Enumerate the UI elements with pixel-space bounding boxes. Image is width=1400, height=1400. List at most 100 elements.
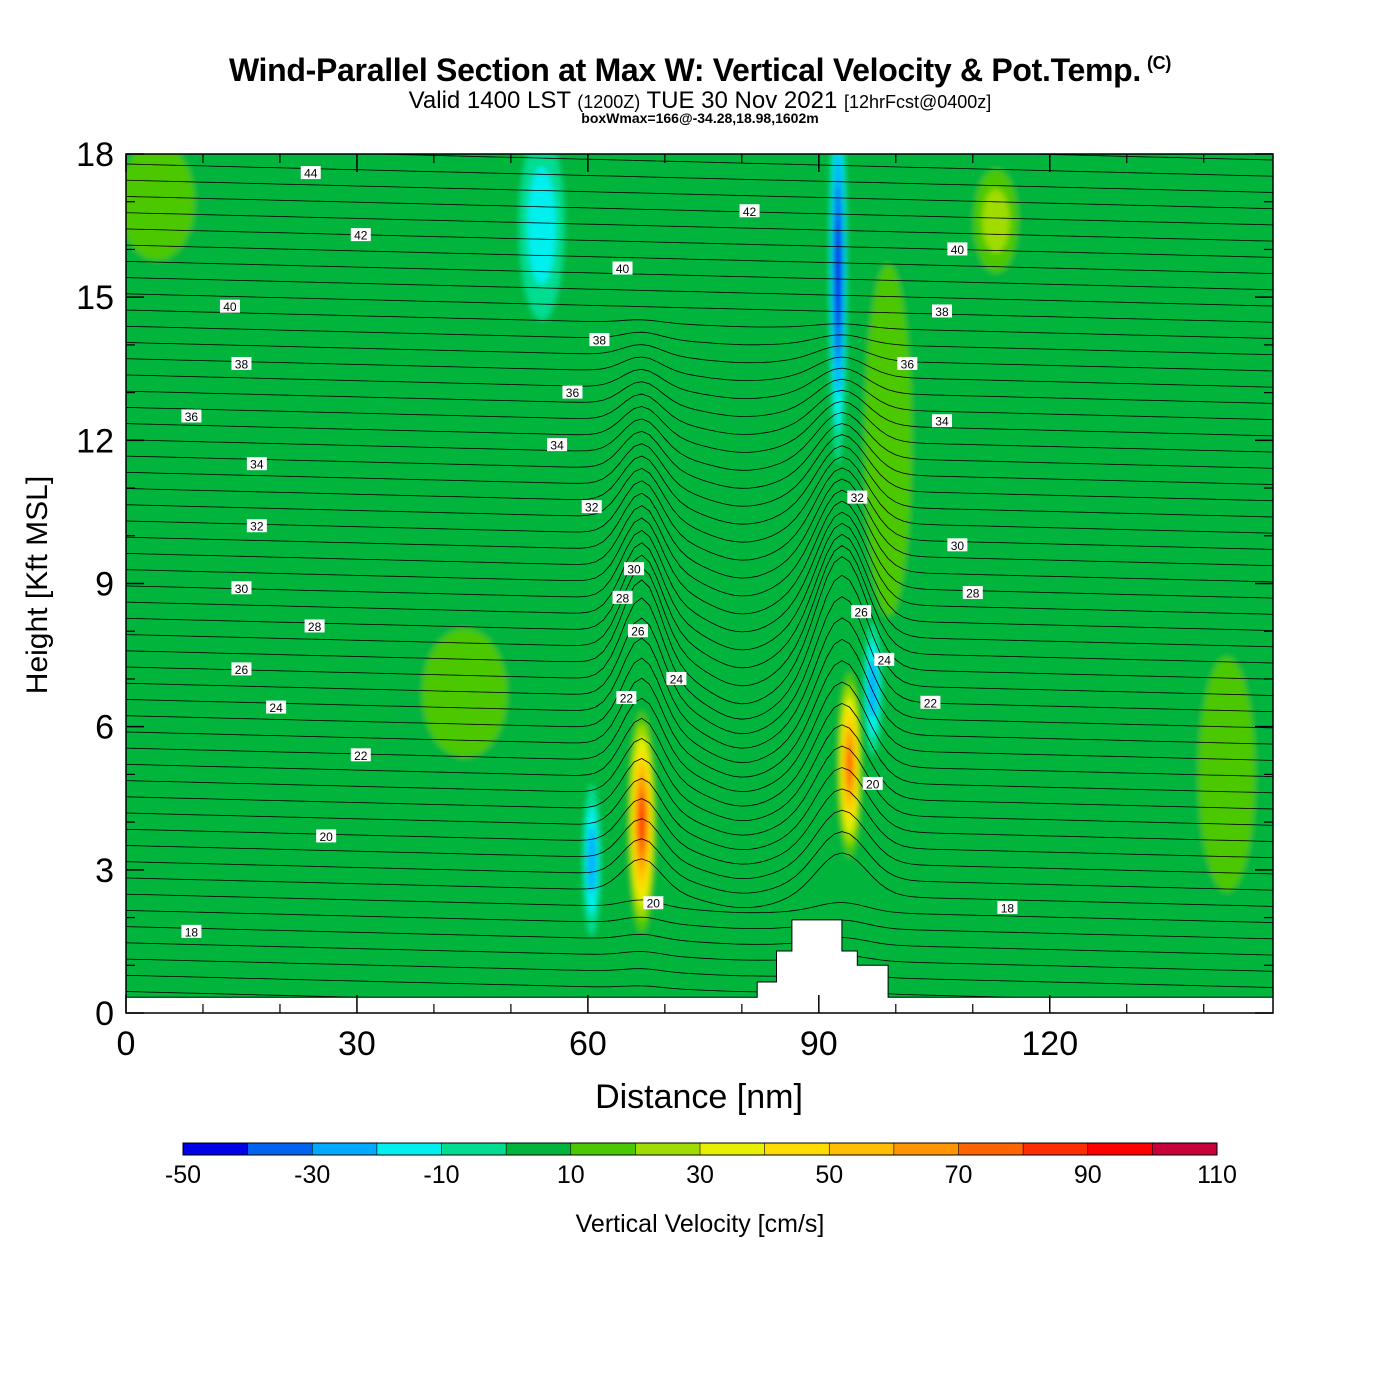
contour-label: 28 xyxy=(304,619,325,634)
feature-updraft-core xyxy=(835,659,864,870)
contour-label: 34 xyxy=(246,457,267,472)
feature-downdraft-column xyxy=(828,154,848,465)
svg-text:38: 38 xyxy=(593,334,607,348)
colorbar-swatch xyxy=(635,1143,701,1155)
isentrope xyxy=(126,660,1273,778)
isentrope xyxy=(126,261,1273,291)
isentrope xyxy=(126,423,1273,489)
colorbar-swatch xyxy=(958,1143,1024,1155)
svg-text:26: 26 xyxy=(235,663,249,677)
feature-updraft-core xyxy=(626,698,658,947)
terrain-outline xyxy=(126,919,1273,1013)
isentrope xyxy=(126,342,1273,372)
contour-label: 28 xyxy=(612,590,633,605)
colorbar-swatch xyxy=(1087,1143,1153,1155)
contour-label: 20 xyxy=(316,829,337,844)
svg-text:26: 26 xyxy=(631,625,645,639)
colorbar-tick-label: -50 xyxy=(165,1161,201,1189)
colorbar-tick-label: 110 xyxy=(1197,1161,1237,1189)
feature-level xyxy=(868,658,877,719)
svg-text:36: 36 xyxy=(901,357,915,371)
colorbar-swatch xyxy=(183,1143,249,1155)
svg-text:30: 30 xyxy=(627,563,641,577)
isentrope xyxy=(126,456,1273,543)
svg-text:20: 20 xyxy=(866,777,880,791)
x-tick-label: 120 xyxy=(1021,1025,1078,1063)
isentrope xyxy=(126,467,1273,561)
contour-label: 44 xyxy=(300,166,321,181)
isentrope xyxy=(126,809,1273,880)
isentrope xyxy=(126,228,1273,258)
isentrope xyxy=(126,325,1273,356)
svg-text:26: 26 xyxy=(854,606,868,620)
isentrope xyxy=(126,596,1273,735)
isentrope xyxy=(126,511,1273,633)
svg-text:44: 44 xyxy=(304,167,318,181)
isentrope xyxy=(126,545,1273,687)
contour-label: 22 xyxy=(616,691,637,706)
box-max-info: boxWmax=166@-34.28,18.98,1602m xyxy=(581,110,819,126)
svg-text:30: 30 xyxy=(951,539,965,553)
svg-text:36: 36 xyxy=(185,410,199,424)
feature-level xyxy=(835,218,841,328)
contour-label: 36 xyxy=(897,356,918,371)
contour-label: 24 xyxy=(266,700,287,715)
svg-text:40: 40 xyxy=(616,262,630,276)
contour-label: 32 xyxy=(847,490,868,505)
isentrope xyxy=(126,617,1273,749)
feature-upper-updraft-band xyxy=(965,154,1027,293)
contour-label: 22 xyxy=(350,748,371,763)
contour-label: 40 xyxy=(219,299,240,314)
feature-level xyxy=(422,628,508,758)
chart-title: Wind-Parallel Section at Max W: Vertical… xyxy=(228,52,1172,88)
svg-text:34: 34 xyxy=(935,415,949,429)
feature-downdraft-column xyxy=(863,621,882,756)
colorbar-swatch xyxy=(312,1143,378,1155)
y-tick-label: 6 xyxy=(95,709,114,747)
contour-label: 20 xyxy=(862,776,883,791)
contour-label: 32 xyxy=(246,519,267,534)
isentrope xyxy=(126,489,1273,597)
colorbar-tick-label: -10 xyxy=(423,1161,459,1189)
isentrope xyxy=(126,212,1273,242)
isentrope xyxy=(126,445,1273,525)
contour-label: 38 xyxy=(931,304,952,319)
isentrope xyxy=(126,893,1273,923)
contour-label: 40 xyxy=(947,242,968,257)
contour-label: 34 xyxy=(931,414,952,429)
feature-level xyxy=(864,264,912,617)
x-tick-label: 90 xyxy=(800,1025,838,1063)
feature-upper-updraft-band xyxy=(126,154,219,298)
isentrope xyxy=(126,478,1273,579)
colorbar-swatch xyxy=(1152,1143,1218,1155)
contour-label: 32 xyxy=(581,500,602,515)
isentrope xyxy=(1015,154,1273,161)
isentrope xyxy=(126,958,1273,988)
contour-label: 22 xyxy=(920,695,941,710)
colorbar-tick-label: 10 xyxy=(557,1161,585,1189)
svg-text:24: 24 xyxy=(878,653,892,667)
isentrope xyxy=(126,767,1273,851)
contour-label: 42 xyxy=(739,204,760,219)
isentrope xyxy=(126,910,1273,940)
isentrope xyxy=(126,277,1273,307)
contour-label: 24 xyxy=(666,671,687,686)
isentrope xyxy=(126,309,1273,339)
contour-label: 36 xyxy=(562,385,583,400)
isentrope xyxy=(126,831,1273,894)
isentrope xyxy=(126,389,1273,437)
contour-label: 36 xyxy=(181,409,202,424)
colorbar-label: Vertical Velocity [cm/s] xyxy=(576,1210,825,1238)
chart-subtitle: Valid 1400 LST (1200Z) TUE 30 Nov 2021 [… xyxy=(408,87,992,114)
isentrope xyxy=(126,522,1273,651)
svg-text:42: 42 xyxy=(743,205,757,219)
isentrope xyxy=(360,154,1273,177)
svg-text:18: 18 xyxy=(1001,902,1015,916)
colorbar: -50 -30 -10 10 30 50 70 90 110 xyxy=(165,1142,1237,1189)
x-tick-label: 30 xyxy=(338,1025,376,1063)
feature-level xyxy=(1198,656,1256,892)
colorbar-tick-label: 70 xyxy=(945,1161,973,1189)
feature-level xyxy=(982,188,1010,253)
contour-label: 28 xyxy=(962,586,983,601)
